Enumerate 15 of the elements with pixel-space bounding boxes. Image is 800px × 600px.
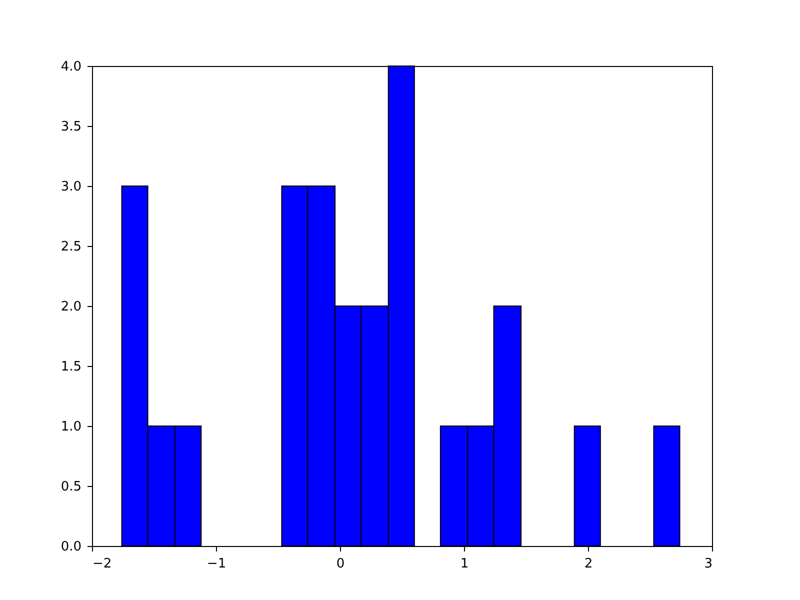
y-tick-label: 3.5 xyxy=(60,120,82,134)
y-tick-label: 3.0 xyxy=(60,180,82,194)
x-tick-label: 1 xyxy=(460,556,469,572)
y-tick-label: 0.0 xyxy=(60,540,82,554)
x-tick-label: 0 xyxy=(336,556,345,572)
x-tick-label: −2 xyxy=(92,556,112,572)
y-tick-label: 2.0 xyxy=(60,300,82,314)
y-tick-label: 0.5 xyxy=(60,480,82,494)
y-tick-label: 4.0 xyxy=(60,60,82,74)
y-tick-label: 1.5 xyxy=(60,360,82,374)
x-tick-label: 2 xyxy=(584,556,593,572)
y-tick-label: 1.0 xyxy=(60,420,82,434)
x-tick-label: 3 xyxy=(704,556,712,572)
x-tick-label: −1 xyxy=(206,556,226,572)
y-tick-label: 2.5 xyxy=(60,240,82,254)
